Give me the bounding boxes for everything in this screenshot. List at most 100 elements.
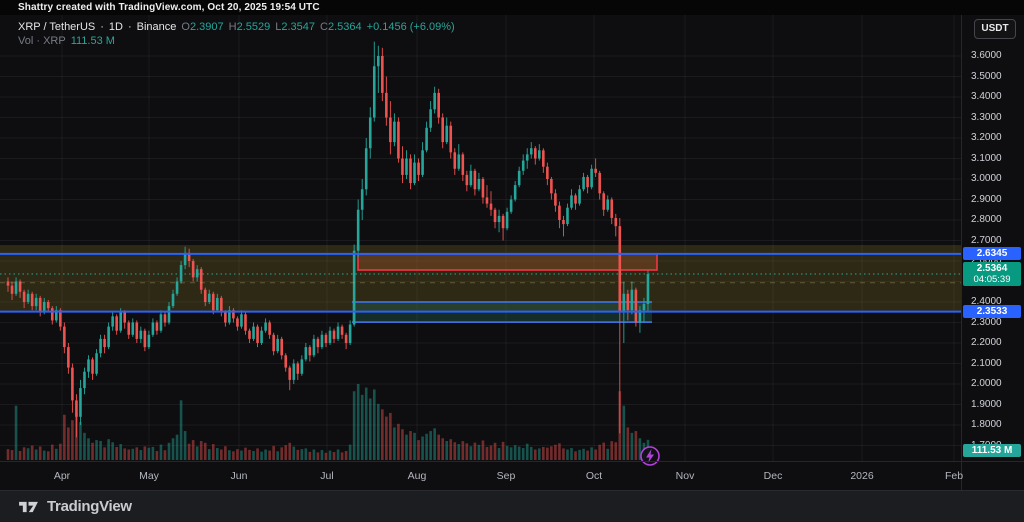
y-axis-tick: 3.1000	[971, 152, 1002, 164]
volume-bar	[586, 450, 589, 460]
candle-body	[489, 203, 493, 210]
volume-bar	[610, 441, 614, 460]
candle-body	[300, 359, 304, 374]
candle-body	[397, 121, 400, 159]
tradingview-brand-text[interactable]: TradingView	[47, 498, 132, 515]
y-axis-tick: 2.7000	[971, 234, 1002, 246]
y-axis-tick: 3.3000	[971, 111, 1002, 123]
volume-bar	[340, 452, 344, 460]
candle-body	[521, 160, 525, 171]
candle-body	[167, 306, 171, 323]
x-axis-tick: Dec	[763, 470, 783, 482]
volume-bar	[477, 444, 481, 460]
volume-bar	[199, 441, 203, 460]
volume-bar	[461, 441, 465, 460]
volume-bar	[240, 450, 243, 460]
candle-body	[30, 293, 34, 307]
candle-body	[348, 324, 352, 343]
tradingview-logo-icon[interactable]	[17, 499, 40, 515]
y-axis-tick: 1.8000	[971, 419, 1002, 430]
volume-bar	[385, 416, 388, 460]
candle-body	[139, 330, 143, 339]
y-axis-tick: 3.4000	[971, 91, 1002, 102]
time-axis[interactable]: Apr May Jun Jul Aug Sep Oct Nov Dec 2026 Feb	[0, 461, 1024, 491]
volume-bar	[304, 448, 308, 460]
candle-body	[224, 312, 227, 323]
legend-volume-row[interactable]: Vol · XRP 111.53 M	[18, 35, 455, 47]
candle-body	[244, 314, 247, 331]
candle-body	[95, 353, 98, 374]
candle-body	[42, 302, 46, 313]
volume-bar	[558, 443, 561, 460]
volume-bar	[155, 450, 159, 460]
volume-bar	[42, 450, 46, 460]
volume-bar	[602, 442, 605, 460]
yellow-zone[interactable]	[0, 245, 961, 312]
candle-body	[46, 302, 50, 309]
volume-bar	[50, 444, 54, 460]
volume-bar	[356, 384, 360, 460]
candle-body	[6, 281, 10, 286]
candle-body	[360, 189, 364, 210]
volume-bar	[328, 450, 332, 460]
volume-bar	[493, 442, 497, 460]
candle-body	[538, 150, 541, 159]
candle-body	[143, 330, 147, 348]
candle-body	[421, 150, 424, 175]
candle-body	[437, 92, 440, 118]
currency-toggle-button[interactable]: USDT	[974, 19, 1016, 39]
candle-body	[481, 179, 485, 198]
volume-bar	[143, 446, 147, 460]
candle-body	[111, 316, 114, 327]
volume-bar	[429, 431, 432, 460]
candle-body	[276, 338, 279, 352]
price-axis[interactable]: 3.6000 3.5000 3.4000 3.3000 3.2000 3.1000 3.00…	[961, 15, 1024, 490]
volume-bar	[131, 448, 135, 460]
timeframe-label[interactable]: 1D	[108, 21, 123, 33]
volume-bar	[26, 448, 30, 460]
volume-bar	[67, 427, 70, 460]
event-lightning-icon[interactable]	[640, 446, 660, 466]
candle-body	[381, 56, 384, 93]
candle-body	[191, 261, 195, 278]
volume-bar	[578, 449, 581, 460]
price-chart-canvas[interactable]	[0, 0, 961, 490]
red-supply-box[interactable]	[357, 253, 658, 271]
candle-body	[119, 312, 122, 331]
volume-bar	[320, 450, 324, 460]
candle-body	[155, 322, 159, 331]
legend-symbol-row[interactable]: XRP / TetherUS · 1D · Binance O2.3907 H2…	[18, 21, 455, 33]
volume-bar	[216, 448, 219, 460]
y-axis-tick: 2.2000	[971, 337, 1002, 348]
volume-bar	[457, 444, 461, 460]
volume-value: 111.53 M	[70, 35, 115, 47]
candle-body	[570, 195, 573, 208]
candle-body	[328, 330, 332, 343]
y-axis-tick: 2.9000	[971, 193, 1002, 205]
exchange-label[interactable]: Binance	[136, 21, 177, 33]
candle-body	[34, 297, 38, 307]
candle-body	[505, 211, 509, 229]
volume-bar	[264, 449, 267, 460]
volume-bar	[372, 389, 376, 460]
volume-bar	[513, 445, 517, 460]
candle-body	[324, 334, 328, 343]
low-value: 2.3547	[281, 21, 316, 33]
candle-body	[529, 148, 533, 155]
volume-bar	[550, 446, 553, 460]
symbol-title[interactable]: XRP / TetherUS	[18, 21, 96, 33]
candle-body	[332, 330, 336, 339]
volume-bar	[272, 445, 275, 460]
candle-body	[127, 322, 131, 335]
volume-bar	[489, 445, 493, 460]
candle-body	[626, 293, 630, 311]
volume-bar	[598, 444, 601, 460]
candle-body	[554, 193, 557, 206]
volume-bar	[606, 448, 610, 460]
x-axis-tick: May	[139, 470, 159, 482]
candle-body	[542, 150, 545, 167]
candle-body	[485, 197, 489, 204]
volume-bar	[425, 433, 428, 460]
volume-bar	[111, 442, 114, 460]
volume-bar	[360, 394, 364, 460]
